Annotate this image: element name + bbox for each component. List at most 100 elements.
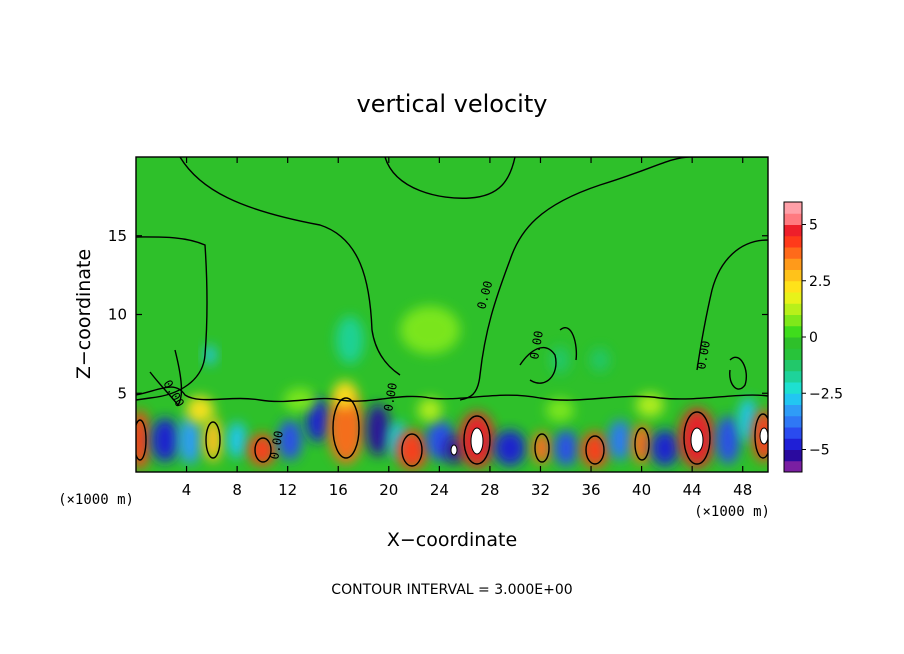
white-core-3 [759, 427, 768, 445]
x-tick-label: 28 [480, 481, 499, 499]
white-core-1 [470, 427, 484, 455]
contour-line-top-dome [384, 157, 516, 199]
colorbar-segment [784, 404, 802, 417]
white-core-4 [450, 444, 458, 456]
field-cell [418, 398, 442, 422]
field-cell [178, 416, 202, 464]
colorbar-tick-label: 2.5 [809, 274, 831, 290]
field-cell [328, 392, 364, 464]
white-core-2 [690, 427, 704, 453]
field-cell [400, 306, 460, 354]
x-tick-label: 16 [329, 481, 348, 499]
colorbar-segment [784, 337, 802, 349]
y-axis: 5 10 15 [108, 227, 768, 402]
field-cell [608, 420, 632, 460]
contour-label-3: 0.00 [694, 340, 713, 371]
y-tick-label: 5 [117, 384, 127, 402]
field-cell [366, 404, 390, 456]
colorbar-segment [784, 280, 802, 293]
contour-line-upper-left [136, 236, 208, 401]
colorbar-tick-label: −5 [809, 443, 830, 459]
y-tick-label: 15 [108, 227, 127, 245]
colorbar-segment [784, 370, 802, 383]
x-tick-label: 24 [430, 481, 449, 499]
contour-labels: 0.00 0.00 0.00 0.00 0.00 0.00 [160, 279, 713, 460]
contour-ring-9 [634, 427, 650, 461]
field-cell [532, 432, 552, 464]
contour-line-wiggle-2 [519, 346, 557, 384]
colorbar-segment [784, 202, 802, 214]
x-tick-label: 48 [733, 481, 752, 499]
field-cell [716, 416, 740, 464]
chart-title: vertical velocity [357, 90, 548, 118]
field-cell [651, 430, 679, 466]
field-cell [636, 393, 664, 417]
x-tick-label: 32 [531, 481, 550, 499]
contour-ring-10 [683, 411, 711, 465]
x-axis-title: X−coordinate [387, 529, 517, 551]
contour-ring-3 [254, 437, 272, 463]
field-cell [590, 348, 610, 372]
colorbar-segment [784, 258, 802, 270]
field-cell [151, 418, 179, 462]
colorbar-segment [784, 213, 802, 225]
field-cell [554, 430, 578, 466]
field-cell [136, 410, 150, 470]
contour-ring-4 [332, 397, 360, 459]
x-axis: 4 8 12 16 20 24 28 32 36 40 44 48 [182, 157, 752, 499]
colorbar-tick-label: 5 [809, 218, 818, 234]
colorbar-segment [784, 393, 802, 405]
x-unit-label: (×1000 m) [694, 504, 770, 520]
colorbar-segment [784, 247, 802, 259]
contour-lines [136, 157, 768, 467]
contour-line-wiggle-3 [559, 327, 578, 361]
white-cores [450, 427, 768, 456]
contour-line-wiggle-4 [729, 356, 747, 390]
field-cell [186, 396, 214, 424]
colorbar-segment [784, 348, 802, 360]
colorbar-tick-label: −2.5 [809, 386, 843, 402]
contour-line-upper-center [179, 157, 401, 376]
contour-ring-11 [754, 413, 768, 459]
field-cell [550, 346, 570, 374]
colorbar-segment [784, 269, 802, 282]
x-tick-label: 44 [683, 481, 702, 499]
field-cell [396, 430, 428, 470]
contour-label-2: 0.00 [527, 330, 546, 361]
field-cell [336, 316, 364, 364]
colorbar-segment [784, 382, 802, 394]
contour-ring-1 [136, 419, 147, 461]
colorbar-segment [784, 427, 802, 439]
contour-line-right-spire [459, 157, 768, 401]
colorbar-segment [784, 438, 802, 450]
field-cell [333, 381, 357, 409]
y-axis-title: Z−coordinate [73, 249, 95, 379]
colorbar-segment [784, 325, 802, 338]
colorbar-segment [784, 314, 802, 327]
contour-line-wiggle-1 [149, 349, 183, 407]
field-cell [278, 420, 302, 460]
field-cell [204, 345, 216, 365]
colorbar: −5 −2.5 0 2.5 5 [783, 201, 843, 473]
x-tick-label: 40 [632, 481, 651, 499]
contour-interval-note: CONTOUR INTERVAL = 3.000E+00 [331, 582, 572, 598]
colorbar-segment [784, 415, 802, 428]
x-tick-label: 36 [581, 481, 600, 499]
colorbar-segment [784, 449, 802, 462]
contour-ring-6 [463, 415, 491, 465]
field-cell [546, 398, 574, 422]
colorbar-segment [784, 359, 802, 372]
x-tick-label: 20 [379, 481, 398, 499]
field-cell [306, 398, 330, 442]
colorbar-segment [784, 235, 802, 248]
y-unit-label: (×1000 m) [58, 492, 134, 508]
contour-ring-2 [205, 421, 221, 459]
colorbar-tick-label: 0 [809, 330, 818, 346]
x-tick-label: 4 [182, 481, 192, 499]
contour-label-4: 0.00 [267, 430, 286, 461]
x-tick-label: 12 [278, 481, 297, 499]
field-cell [581, 432, 609, 468]
field-cell [227, 422, 247, 458]
plot-area: 0.00 0.00 0.00 0.00 0.00 0.00 [136, 157, 768, 472]
